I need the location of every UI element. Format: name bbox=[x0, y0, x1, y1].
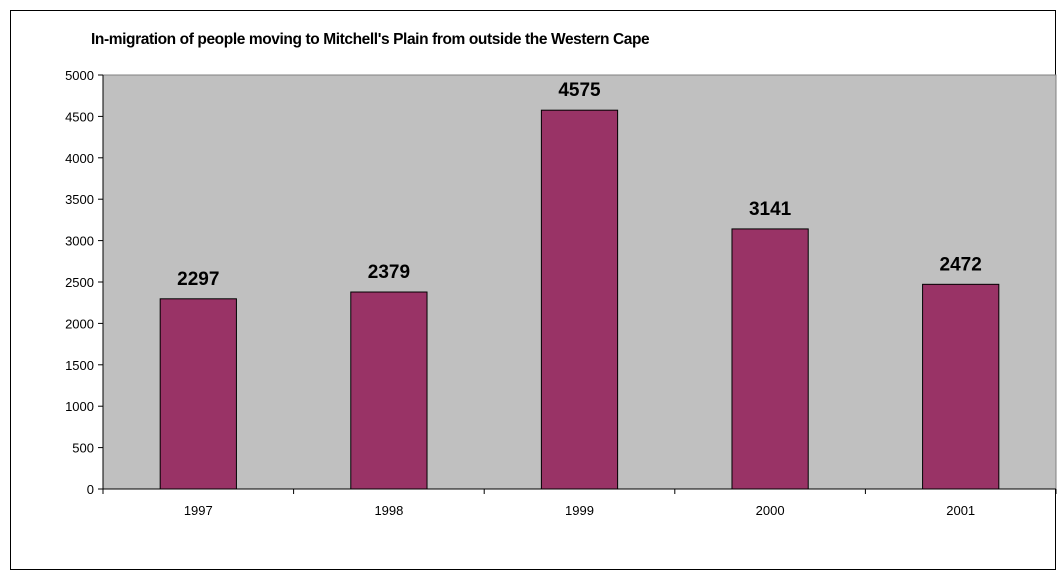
data-label-1998: 2379 bbox=[368, 262, 410, 283]
bar-1997 bbox=[159, 298, 237, 490]
x-tick-label: 1997 bbox=[184, 503, 213, 518]
x-axis: 1997 1998 1999 2000 2001 bbox=[102, 488, 1057, 518]
data-label-1997: 2297 bbox=[177, 269, 219, 290]
y-tick-label: 4000 bbox=[65, 151, 94, 166]
x-tick-label: 2000 bbox=[756, 503, 785, 518]
y-tick-label: 5000 bbox=[65, 68, 94, 83]
data-labels: 2297 2379 4575 3141 2472 bbox=[177, 80, 982, 290]
x-tick-label: 1998 bbox=[374, 503, 403, 518]
bars bbox=[159, 109, 1000, 490]
bar-1998 bbox=[350, 291, 428, 490]
y-tick-label: 3000 bbox=[65, 234, 94, 249]
y-tick-label: 2500 bbox=[65, 275, 94, 290]
bar-1999 bbox=[540, 109, 619, 490]
y-tick-label: 0 bbox=[87, 482, 94, 497]
y-tick-label: 2000 bbox=[65, 316, 94, 331]
y-tick-label: 1000 bbox=[65, 399, 94, 414]
data-label-2000: 3141 bbox=[749, 199, 792, 220]
y-axis: 0 500 1000 1500 2000 2500 3000 3500 4000 4500 5000 bbox=[65, 68, 104, 497]
chart-title: In-migration of people moving to Mitchel… bbox=[91, 31, 650, 48]
y-tick-label: 3500 bbox=[65, 192, 94, 207]
bar-2001 bbox=[922, 283, 1000, 490]
x-tick-label: 1999 bbox=[565, 503, 594, 518]
y-tick-label: 4500 bbox=[65, 109, 94, 124]
data-label-2001: 2472 bbox=[940, 254, 982, 275]
y-tick-label: 500 bbox=[72, 441, 94, 456]
x-tick-label: 2001 bbox=[946, 503, 975, 518]
bar-2000 bbox=[731, 228, 809, 490]
data-label-1999: 4575 bbox=[558, 80, 601, 101]
y-tick-label: 1500 bbox=[65, 358, 94, 373]
